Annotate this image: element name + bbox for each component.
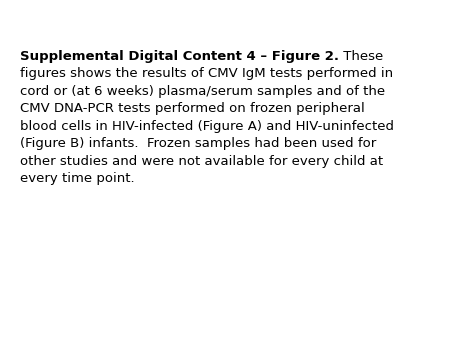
- Text: (Figure B) infants.  Frozen samples had been used for: (Figure B) infants. Frozen samples had b…: [20, 138, 376, 150]
- Text: figures shows the results of CMV IgM tests performed in: figures shows the results of CMV IgM tes…: [20, 68, 393, 80]
- Text: other studies and were not available for every child at: other studies and were not available for…: [20, 155, 383, 168]
- Text: cord or (at 6 weeks) plasma/serum samples and of the: cord or (at 6 weeks) plasma/serum sample…: [20, 85, 385, 98]
- Text: CMV DNA-PCR tests performed on frozen peripheral: CMV DNA-PCR tests performed on frozen pe…: [20, 102, 365, 116]
- Text: every time point.: every time point.: [20, 172, 135, 186]
- Text: Supplemental Digital Content 4 – Figure 2.: Supplemental Digital Content 4 – Figure …: [20, 50, 339, 63]
- Text: blood cells in HIV-infected (Figure A) and HIV-uninfected: blood cells in HIV-infected (Figure A) a…: [20, 120, 394, 133]
- Text: These: These: [339, 50, 383, 63]
